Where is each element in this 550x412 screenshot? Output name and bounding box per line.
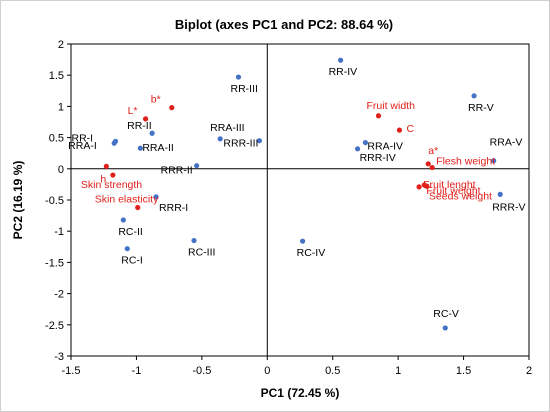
observation-point xyxy=(354,146,361,152)
x-tick-label: -0.5 xyxy=(192,365,211,377)
observation-point xyxy=(471,93,477,99)
observation-point xyxy=(491,158,497,164)
observation-label: RRR-IV xyxy=(360,152,396,164)
points-layer xyxy=(103,57,503,331)
variable-label: C xyxy=(406,123,414,135)
observation-point xyxy=(235,74,242,80)
observation-label: RC-IV xyxy=(297,247,326,259)
observation-point xyxy=(153,194,159,200)
observation-label: RRA-IV xyxy=(367,141,403,153)
observation-point xyxy=(120,217,126,223)
observation-label: RRR-II xyxy=(161,165,193,177)
observation-label: RR-IV xyxy=(329,66,358,78)
y-tick-label: -0.5 xyxy=(45,195,64,207)
y-tick-label: -2 xyxy=(54,289,64,301)
observation-label: RRR-V xyxy=(492,201,525,213)
y-axis-title: PC2 (16.19 %) xyxy=(11,161,25,240)
observation-label: RC-II xyxy=(118,226,143,238)
y-tick-label: -1 xyxy=(54,226,64,238)
observation-label: RRA-V xyxy=(490,137,523,149)
observation-point xyxy=(124,246,130,252)
x-tick-label: 1.5 xyxy=(456,365,471,377)
y-tick-label: 1 xyxy=(58,101,64,113)
y-tick-label: 1.5 xyxy=(49,70,64,82)
variable-point xyxy=(424,183,430,189)
observation-label: RRA-I xyxy=(68,140,97,152)
variable-point xyxy=(110,172,116,178)
y-tick-label: -2.5 xyxy=(45,320,64,332)
x-tick-label: 2 xyxy=(526,365,532,377)
observation-point xyxy=(111,140,117,146)
y-tick-label: 0.5 xyxy=(49,133,64,145)
variable-point xyxy=(103,163,109,169)
x-tick-label: 0 xyxy=(264,365,270,377)
observation-point xyxy=(191,237,197,244)
variable-point xyxy=(375,113,382,119)
observation-point xyxy=(362,139,369,146)
y-tick-label: 2 xyxy=(58,39,64,51)
zero-axis-lines xyxy=(71,44,529,356)
x-axis-title: PC1 (72.45 %) xyxy=(261,386,340,400)
observation-label: RC-V xyxy=(433,308,459,320)
variable-label: Skin strength xyxy=(81,179,142,191)
observation-point xyxy=(300,238,306,244)
observation-label: RRA-III xyxy=(210,122,244,134)
observation-point xyxy=(442,325,448,331)
chart-title: Biplot (axes PC1 and PC2: 88.64 %) xyxy=(175,17,393,32)
variable-point xyxy=(416,184,422,190)
observation-label: RC-III xyxy=(188,247,215,259)
observation-label: RRR-III xyxy=(223,138,258,150)
x-tick-label: -1.5 xyxy=(62,365,81,377)
variable-label: b* xyxy=(151,94,161,106)
x-axis-ticks: -1.5 -1 -0.5 0 0.5 1 1.5 2 xyxy=(62,356,532,377)
variable-point xyxy=(396,127,403,133)
y-tick-label: -1.5 xyxy=(45,257,64,269)
observation-point xyxy=(256,138,263,144)
observation-point xyxy=(149,130,155,136)
variable-point xyxy=(169,105,175,111)
variable-point xyxy=(142,116,149,122)
variable-label: Fruit lenght xyxy=(423,179,476,191)
observation-label: RRA-II xyxy=(142,142,174,154)
variable-label: Seeds weight xyxy=(429,190,492,202)
observation-label: RR-II xyxy=(127,120,152,132)
variable-label: Fruit weight xyxy=(426,185,480,197)
y-tick-label: 0 xyxy=(58,164,64,176)
variable-point xyxy=(429,164,435,171)
variable-label: a* xyxy=(428,145,438,157)
observation-label: RR-I xyxy=(71,132,93,144)
variable-label: Flesh weight xyxy=(436,156,495,168)
observation-point xyxy=(217,136,223,142)
observation-label: RRR-I xyxy=(159,202,188,214)
y-axis-ticks: -3 -2.5 -2 -1.5 -1 -0.5 0 0.5 1 1.5 2 xyxy=(45,39,71,363)
x-tick-label: 1 xyxy=(395,365,401,377)
observation-label: RC-I xyxy=(121,255,143,267)
variable-label: Skin elasticity xyxy=(95,193,159,205)
variable-label: h xyxy=(100,173,106,185)
observation-point xyxy=(497,191,503,197)
variable-point xyxy=(135,204,141,211)
x-tick-label: 0.5 xyxy=(325,365,340,377)
variable-label: L* xyxy=(128,105,138,117)
observation-point xyxy=(137,145,143,151)
observation-label: RR-III xyxy=(230,83,257,95)
x-tick-label: -1 xyxy=(132,365,142,377)
variable-label: Fruit width xyxy=(367,100,416,112)
observation-label: RR-V xyxy=(468,102,494,114)
y-tick-label: -3 xyxy=(54,351,64,363)
observation-point xyxy=(337,57,344,63)
variable-point xyxy=(425,161,431,167)
observation-point xyxy=(194,163,200,169)
